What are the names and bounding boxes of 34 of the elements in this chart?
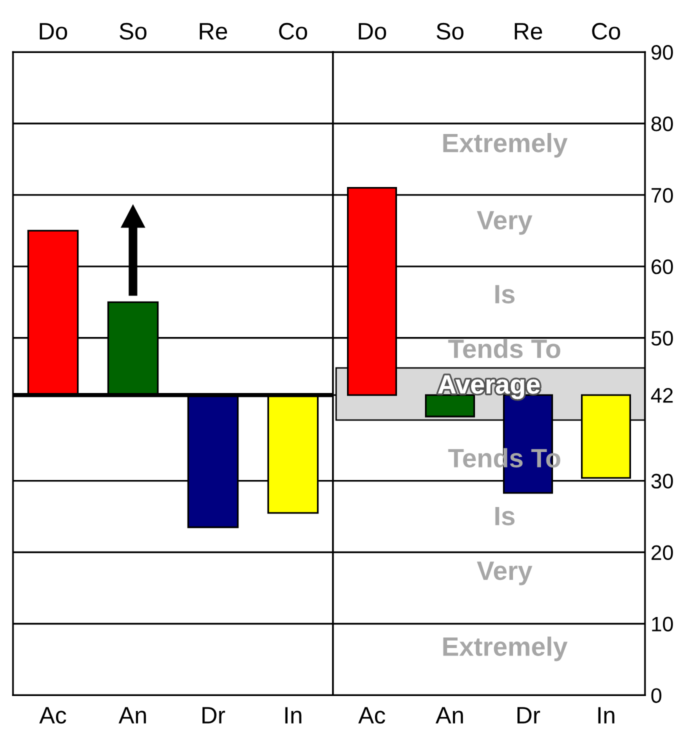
- y-tick-label: 0: [651, 688, 662, 703]
- annotation: Tends To: [448, 338, 560, 358]
- y-tick-label: 50: [651, 330, 673, 346]
- y-tick-label: 42: [651, 388, 673, 403]
- x-tick-label: Dr: [517, 707, 540, 724]
- x-tick-label: Dr: [202, 707, 226, 724]
- annotation: Is: [495, 506, 515, 526]
- band-label: Average: [438, 375, 540, 400]
- x-tick-label: Ac: [39, 707, 66, 724]
- y-tick-label: 20: [652, 545, 673, 560]
- text: Co: [279, 22, 308, 40]
- annotation: Is: [495, 285, 515, 304]
- x-tick-label: In: [598, 707, 614, 724]
- y-tick-label: 30: [651, 474, 673, 489]
- y-tick-label: 10: [652, 616, 673, 632]
- text: So: [120, 22, 146, 40]
- text: Do: [40, 23, 68, 40]
- x-tick-label: In: [285, 707, 302, 724]
- text: Re: [514, 23, 542, 40]
- annotation: Extremely: [443, 636, 568, 662]
- text: Do: [358, 23, 386, 40]
- annotation: Very: [476, 562, 532, 586]
- y-tick-label: 90: [652, 45, 673, 60]
- annotation: Extremely: [443, 132, 568, 158]
- x-tick-label: Ac: [358, 707, 386, 724]
- y-tick-label: 80: [651, 116, 673, 132]
- text: So: [436, 22, 464, 40]
- text: Co: [592, 22, 620, 40]
- y-tick-label: 60: [652, 259, 673, 274]
- x-tick-label: An: [436, 707, 463, 724]
- annotation: Very: [476, 211, 532, 235]
- x-tick-label: An: [118, 707, 146, 724]
- text: Re: [200, 23, 228, 40]
- y-tick-label: 70: [652, 188, 673, 203]
